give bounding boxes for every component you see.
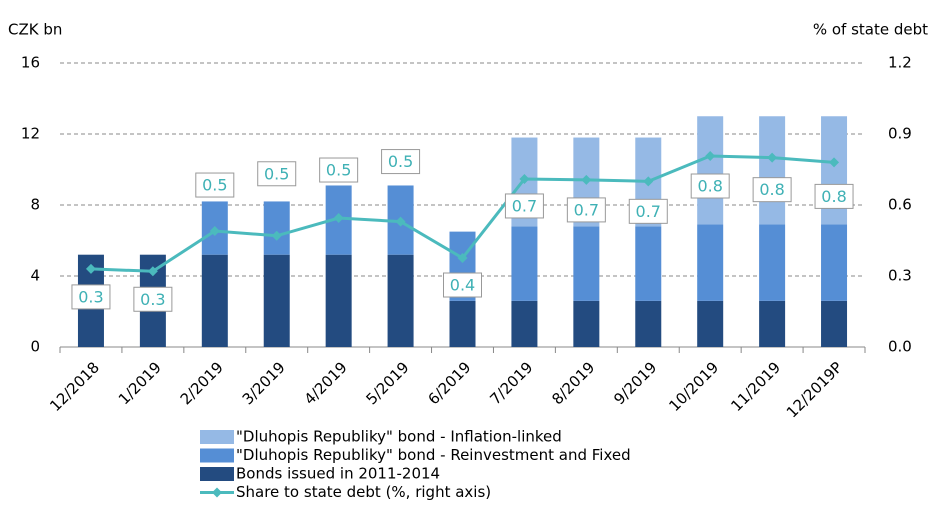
bar	[697, 300, 724, 347]
x-tick-label: 12/2018	[46, 358, 103, 415]
value-label: 0.7	[512, 196, 537, 215]
legend-label: Share to state debt (%, right axis)	[236, 483, 491, 501]
label-box	[566, 197, 606, 223]
marker	[271, 230, 282, 241]
bar	[511, 300, 538, 347]
marker	[519, 173, 530, 184]
y2-tick-label: 1.2	[888, 54, 912, 72]
bar	[201, 254, 228, 347]
value-label: 0.5	[388, 152, 413, 171]
label-box	[133, 286, 173, 312]
bar	[449, 300, 476, 347]
legend-label: Bonds issued in 2011-2014	[236, 465, 440, 483]
marker	[395, 216, 406, 227]
label-box	[195, 172, 235, 198]
x-tick-label: 8/2019	[548, 358, 598, 408]
marker	[85, 263, 96, 274]
label-box	[381, 149, 421, 175]
y-tick-label: 0	[30, 338, 40, 356]
legend-swatch	[200, 430, 234, 444]
label-box	[319, 157, 359, 183]
value-label: 0.8	[759, 180, 784, 199]
y2-tick-label: 0.0	[888, 338, 912, 356]
value-label: 0.5	[202, 176, 227, 195]
y2-tick-label: 0.6	[888, 196, 912, 214]
bar	[635, 300, 662, 347]
x-tick-label: 10/2019	[665, 358, 722, 415]
marker	[705, 151, 716, 162]
y-tick-label: 4	[30, 267, 40, 285]
bar	[263, 201, 290, 255]
x-tick-label: 2/2019	[177, 358, 227, 408]
bar	[511, 226, 538, 301]
bar	[821, 300, 848, 347]
x-tick-label: 5/2019	[363, 358, 413, 408]
legend-swatch	[212, 487, 222, 498]
x-tick-label: 1/2019	[115, 358, 165, 408]
label-box	[628, 198, 668, 224]
legend-swatch	[200, 467, 234, 481]
y-tick-label: 16	[21, 54, 40, 72]
marker	[829, 157, 840, 168]
x-tick-label: 7/2019	[486, 358, 536, 408]
value-label: 0.3	[140, 290, 165, 309]
bar	[263, 254, 290, 347]
bar	[325, 254, 352, 347]
marker	[147, 266, 158, 277]
value-label: 0.7	[636, 202, 661, 221]
label-box	[752, 177, 792, 203]
value-label: 0.8	[821, 187, 846, 206]
y2-axis-title: % of state debt	[813, 21, 928, 39]
y-tick-label: 12	[21, 125, 40, 143]
label-box	[443, 272, 482, 298]
bar	[759, 116, 786, 225]
x-tick-label: 9/2019	[610, 358, 660, 408]
x-tick-label: 6/2019	[424, 358, 474, 408]
bar	[635, 226, 662, 301]
marker	[581, 174, 592, 185]
value-label: 0.7	[574, 200, 599, 219]
legend-label: "Dluhopis Republiky" bond - Inflation-li…	[236, 428, 562, 446]
bar	[573, 300, 600, 347]
value-label: 0.5	[264, 164, 289, 183]
bar	[697, 116, 724, 225]
bar	[759, 300, 786, 347]
legend-label: "Dluhopis Republiky" bond - Reinvestment…	[236, 446, 631, 464]
y2-tick-label: 0.3	[888, 267, 912, 285]
value-label: 0.8	[697, 177, 722, 196]
marker	[209, 226, 220, 237]
value-label: 0.5	[326, 161, 351, 180]
y-tick-label: 8	[30, 196, 40, 214]
x-tick-label: 12/2019P	[783, 358, 846, 421]
bar	[573, 226, 600, 301]
label-box	[71, 284, 111, 310]
y-axis-title: CZK bn	[8, 21, 62, 39]
label-box	[257, 161, 297, 187]
bar	[759, 224, 786, 301]
value-label: 0.4	[450, 276, 475, 295]
bar	[697, 224, 724, 301]
x-tick-label: 11/2019	[727, 358, 784, 415]
value-label: 0.3	[78, 287, 103, 306]
marker	[333, 213, 344, 224]
x-tick-label: 3/2019	[239, 358, 289, 408]
label-box	[814, 183, 854, 209]
y2-tick-label: 0.9	[888, 125, 912, 143]
legend-swatch	[200, 448, 234, 463]
x-tick-label: 4/2019	[301, 358, 351, 408]
bar	[821, 224, 848, 301]
marker	[457, 253, 468, 264]
marker	[643, 176, 654, 187]
marker	[767, 152, 778, 163]
label-box	[504, 193, 544, 219]
bar	[387, 254, 414, 347]
label-box	[690, 173, 730, 199]
